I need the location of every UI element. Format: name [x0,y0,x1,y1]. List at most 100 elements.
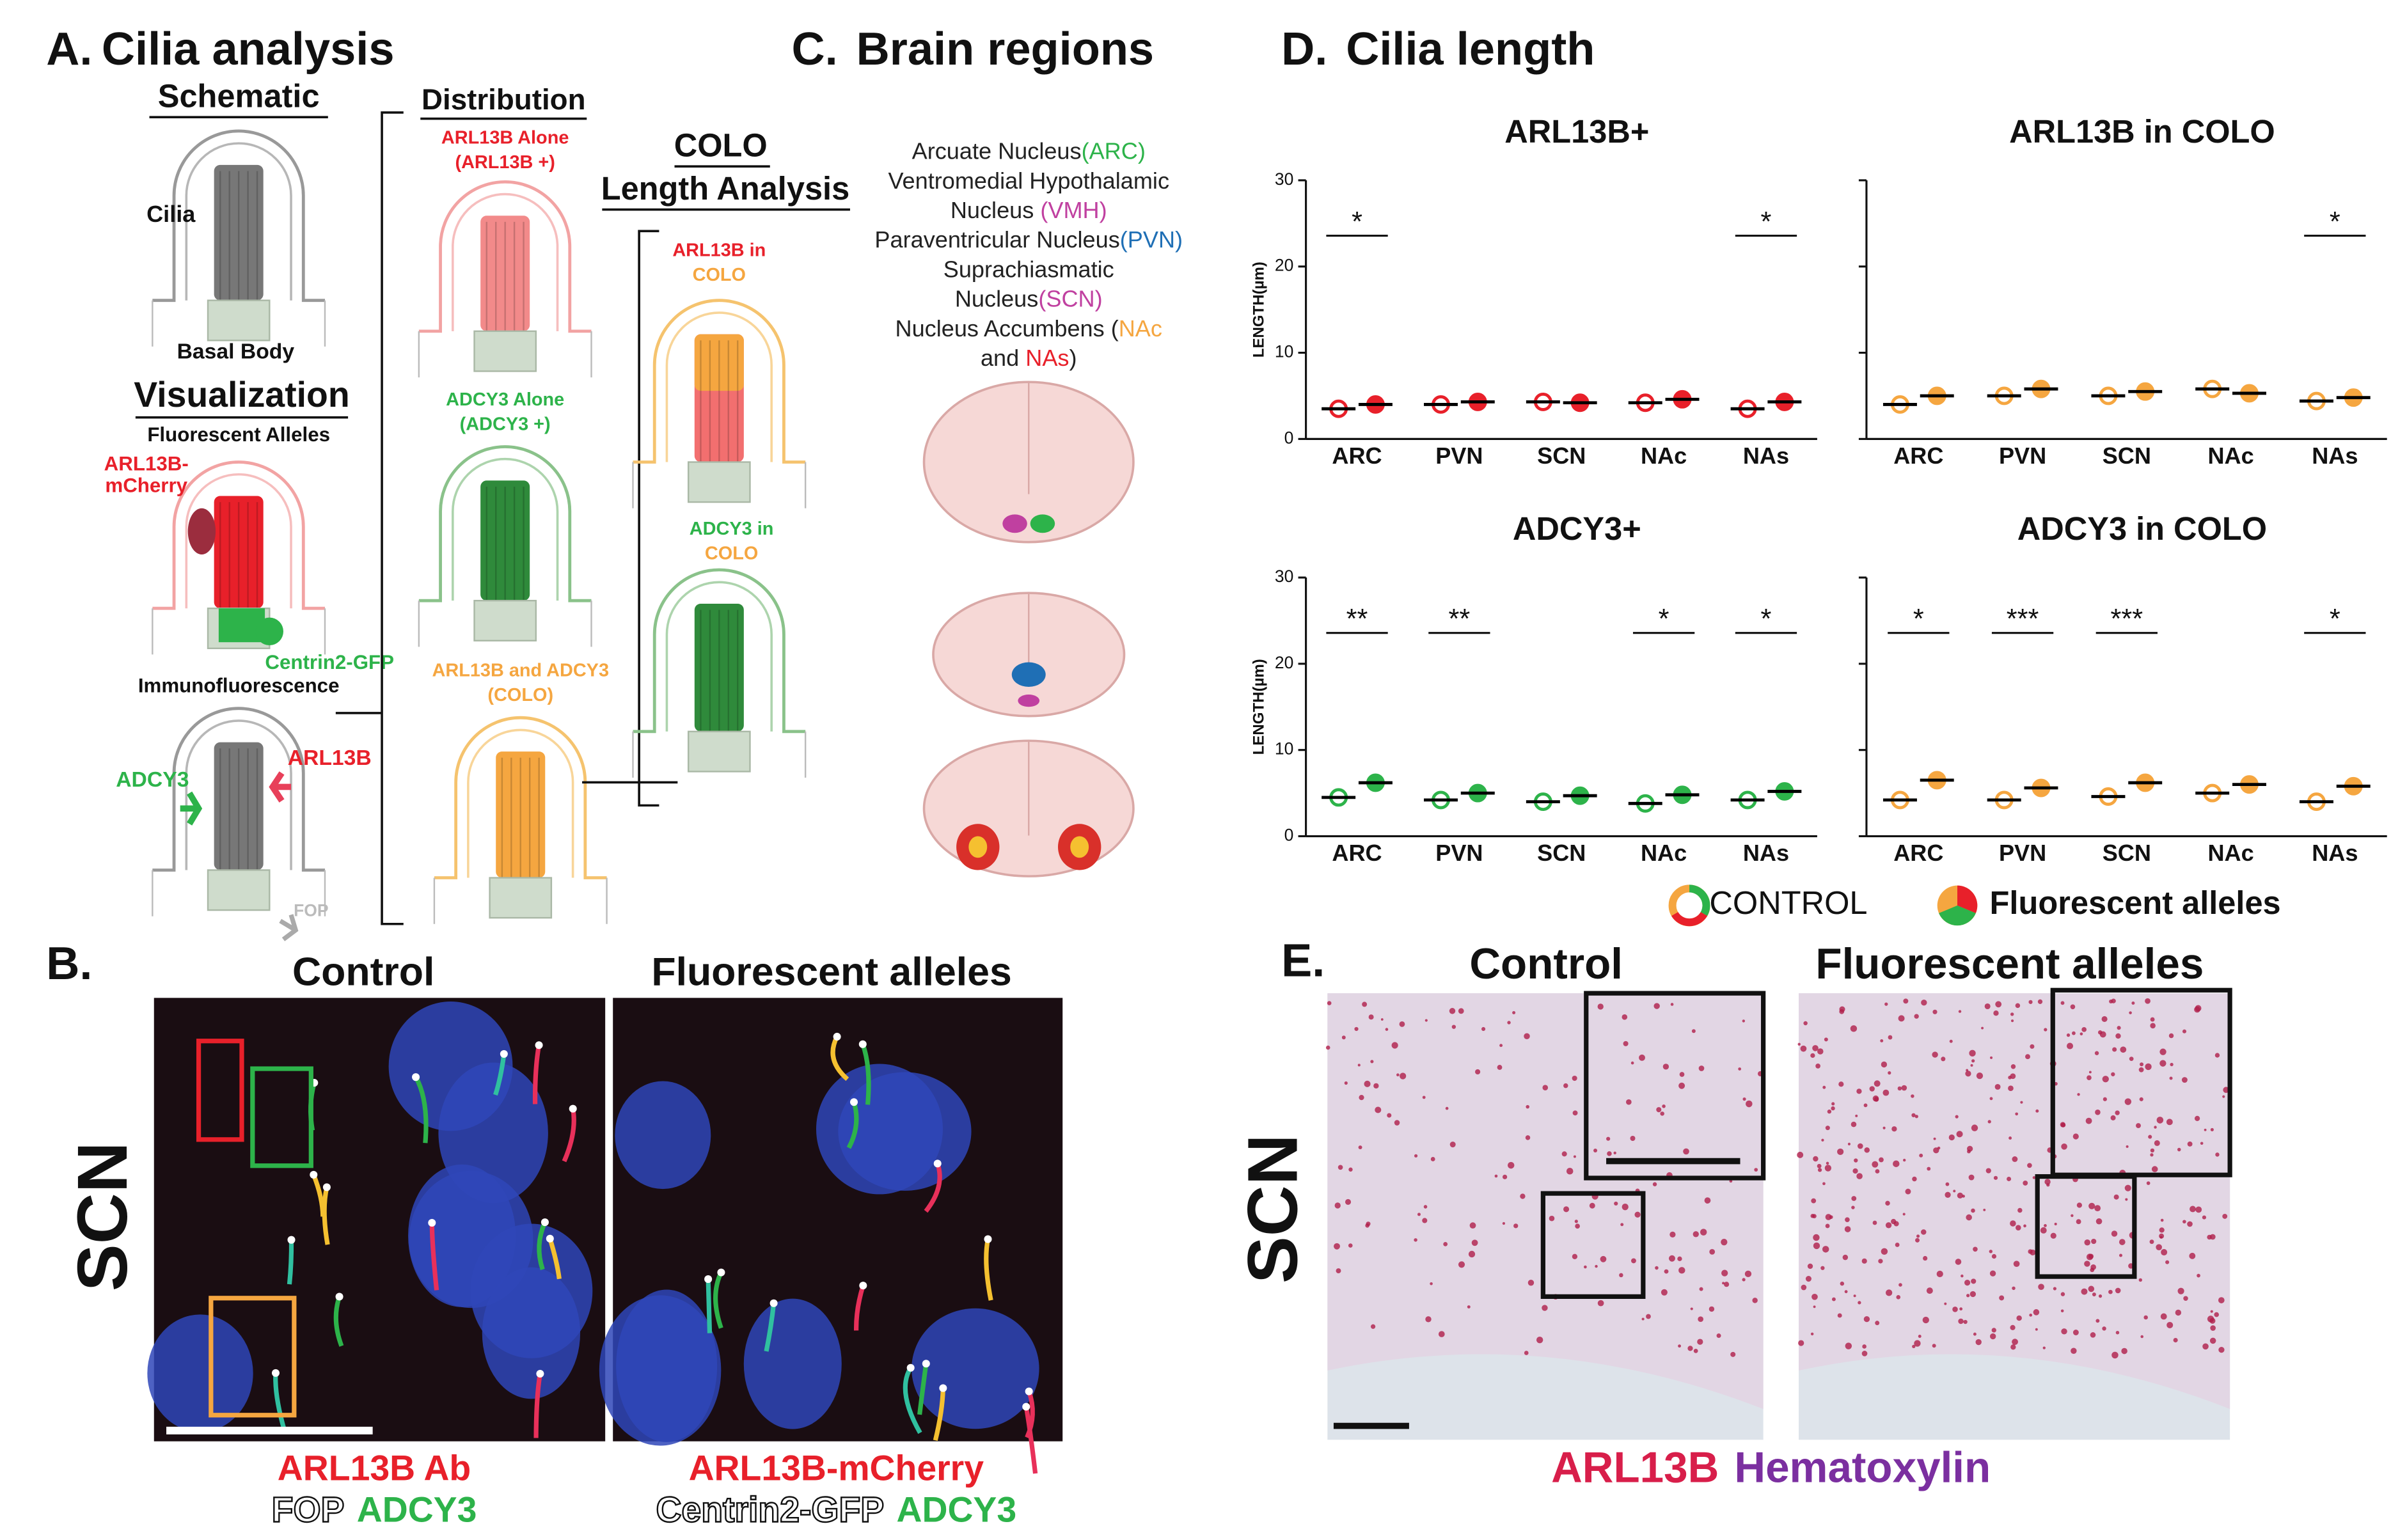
label: D. [1281,24,1327,75]
stain-dot [2187,1141,2193,1147]
stain-dot [1549,1215,1555,1222]
stain-dot [1542,1305,1548,1311]
y-tick-label: 20 [1275,653,1293,672]
label: A. [46,24,92,75]
stain-dot [2190,1206,2196,1213]
basal-signal [287,1236,296,1244]
stain-dot [2197,1273,2200,1278]
stain-dot [1984,1003,1991,1010]
x-tick-label: ARC [1332,840,1382,866]
label: Control [292,950,434,994]
stain-dot [2040,1227,2047,1234]
caption-part: Ventromedial Hypothalamic [888,167,1169,193]
stain-dot [1981,1026,1984,1030]
stain-dot [1797,1042,1801,1046]
stain-dot [1800,1045,1807,1052]
stain-dot [1678,1267,1685,1274]
stain-dot [1927,1167,1931,1171]
stain-dot [1987,1120,1991,1124]
stain-dot [1952,1307,1958,1312]
stain-dot [1971,1278,1977,1284]
stain-dot [1995,1001,2002,1008]
x-tick-label: ARC [1893,443,1943,469]
membrane-inner [467,728,574,878]
stain-dot [2084,1261,2090,1267]
chart-title: ARL13B in COLO [2009,113,2275,150]
stain-dot [1358,1145,1362,1150]
stain-dot [1449,1008,1456,1014]
stain-dot [1593,1149,1598,1152]
label: Cilia [146,201,196,227]
membrane-inner [185,719,292,870]
stain-dot [2210,1128,2214,1131]
stain-dot [1895,1243,1900,1247]
stain-dot [2092,1292,2096,1297]
plasma-membrane [418,331,592,378]
stain-dot [1524,1351,1529,1355]
basal-signal [535,1041,543,1049]
stain-dot [2215,1152,2220,1157]
stain-dot [1507,1021,1511,1025]
label: C. [791,24,837,75]
stain-dot [1805,1276,1811,1282]
stain-dot [1911,1094,1914,1098]
stain-dot [1839,1009,1845,1014]
stain-dot [1362,1002,1368,1007]
stain-dot [2145,1063,2152,1071]
plasma-membrane [152,608,326,655]
stain-dot [1914,1014,1919,1019]
region-line: Nucleus Accumbens (NAc [896,315,1162,341]
legend-control-green [1689,884,1710,916]
caption-part: Nucleus Accumbens ( [896,315,1119,341]
label: (ARL13B +) [455,152,555,173]
cilium-signal [917,1363,929,1415]
basal-signal [933,1159,942,1168]
membrane [152,129,325,302]
stain-dot [2209,1234,2216,1240]
stain-dot [1622,1014,1628,1020]
stain-dot [2095,1109,2101,1115]
label: SCN [63,1142,142,1291]
region-line: Nucleus (VMH) [951,197,1107,223]
y-tick-label: 30 [1275,169,1293,189]
stain-dot [1911,1113,1916,1117]
stain-dot [1497,1065,1503,1070]
caption-part: Suprachiasmatic [943,256,1114,282]
stain-dot [1742,1278,1746,1282]
stain-dot [1563,1206,1570,1213]
membrane-inner [185,142,292,301]
stain-dot [2204,1128,2207,1131]
stain-dot [2038,1284,2044,1290]
region-line: Arcuate Nucleus(ARC) [912,138,1146,164]
stain-dot [1817,1048,1824,1055]
stain-dot [1623,1041,1629,1046]
label: (COLO) [487,685,553,705]
stain-dot [1820,1266,1825,1270]
caption-part: ADCY3 [897,1489,1017,1529]
stain-dot [2115,1287,2121,1294]
stain-dot [2218,1347,2225,1353]
stain-dot [2156,1244,2162,1250]
y-tick-label: 10 [1275,342,1293,361]
stain-dot [1971,1059,1975,1063]
inset-box [209,1296,297,1418]
caption-part: Nucleus [951,197,1041,223]
stain-dot [1971,1124,1978,1131]
stain-dot [1699,1287,1703,1291]
significance-label: * [1913,604,1924,634]
stain-dot [2140,1062,2144,1067]
stain-dot [1810,1332,1814,1336]
stain-dot [2189,1252,2196,1259]
stain-dot [1856,1173,1863,1179]
cilium-signal [713,1271,723,1329]
cilium-signal [548,1238,562,1280]
stain-dot [1888,1035,1893,1040]
stain-dot [1704,1197,1711,1204]
stain-dot [1338,1165,1343,1170]
cilium-signal [413,1076,429,1143]
plasma-membrane [632,462,807,508]
cilium-signal [846,1101,859,1149]
stain-dot [2177,1287,2184,1294]
stain-dot [1975,1339,1982,1346]
stain-dot [1968,1174,1975,1181]
